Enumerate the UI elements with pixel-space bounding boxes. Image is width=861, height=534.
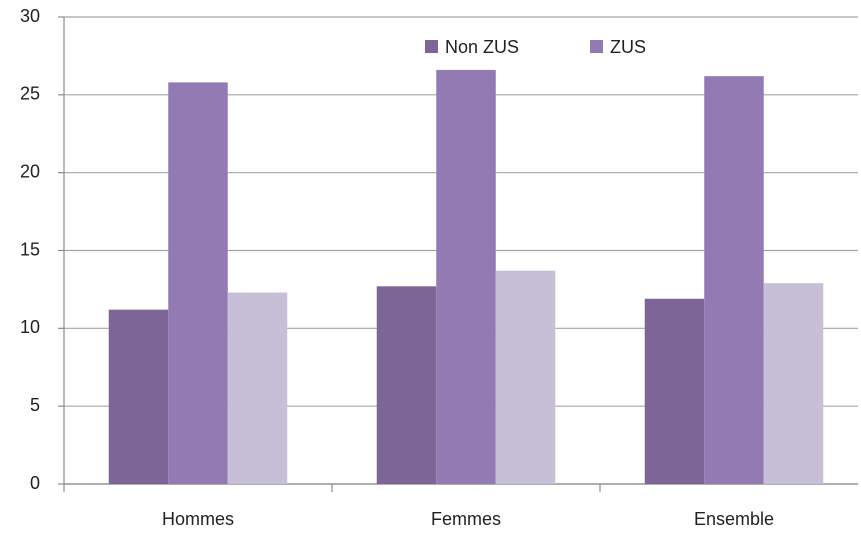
y-tick-label: 30 [20, 6, 40, 26]
y-tick-label: 20 [20, 161, 40, 181]
y-tick-label: 0 [30, 473, 40, 493]
y-tick-label: 25 [20, 84, 40, 104]
bar [704, 76, 764, 485]
legend-label: ZUS [610, 37, 646, 57]
bar [763, 283, 824, 484]
legend-label: Non ZUS [445, 37, 519, 57]
legend-swatch [425, 40, 438, 53]
y-tick-label: 15 [20, 239, 40, 259]
bar [436, 69, 496, 484]
bar [108, 309, 169, 484]
bar [495, 270, 556, 484]
legend-swatch [590, 40, 603, 53]
bar [644, 298, 705, 484]
y-tick-label: 5 [30, 395, 40, 415]
bar [227, 292, 288, 484]
y-tick-label: 10 [20, 317, 40, 337]
x-tick-label: Femmes [431, 509, 501, 529]
x-tick-label: Ensemble [694, 509, 774, 529]
bar [376, 286, 437, 484]
x-tick-label: Hommes [162, 509, 234, 529]
bar [168, 82, 228, 484]
